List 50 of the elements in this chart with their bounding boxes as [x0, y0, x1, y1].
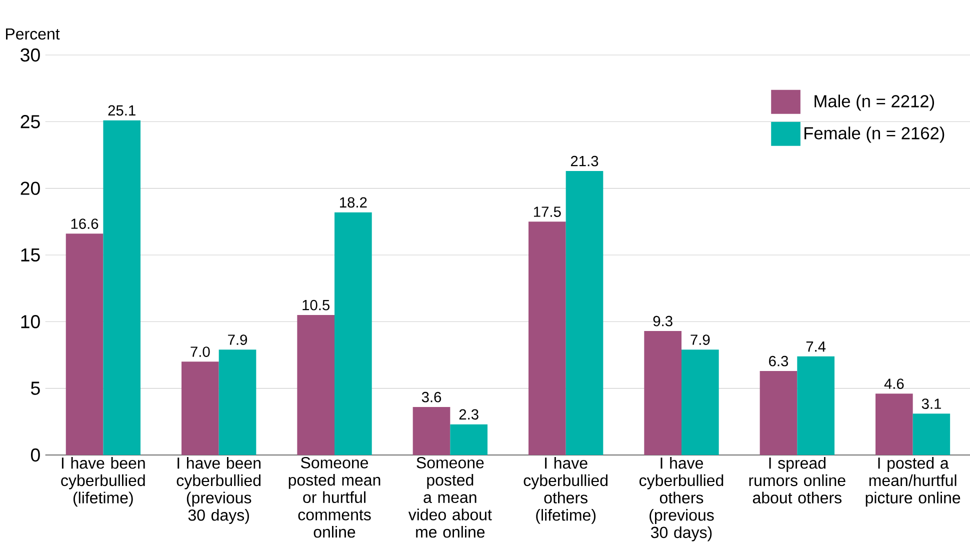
data-label: 9.3: [653, 316, 672, 326]
data-label: 21.3: [570, 156, 598, 166]
data-label: 7.9: [690, 334, 710, 345]
bar: [682, 350, 719, 455]
bar: [103, 120, 141, 455]
x-tick-label: I posted a mean/hurtful picture online: [866, 457, 960, 507]
legend-label: Male (n = 2212): [814, 94, 934, 111]
data-label: 25.1: [108, 105, 136, 116]
bar: [218, 350, 256, 455]
x-tick-label: I have been cyberbullied (lifetime): [61, 457, 145, 507]
y-tick-label: 5: [31, 382, 40, 395]
bar: [528, 222, 566, 455]
data-label: 6.3: [769, 356, 788, 366]
bar: [797, 356, 834, 455]
x-tick-label: Someone posted mean or hurtful comments online: [288, 457, 380, 538]
y-tick-label: 10: [21, 315, 40, 328]
y-tick-label: 20: [20, 182, 40, 195]
bar: [412, 406, 450, 455]
data-label: 10.5: [302, 300, 330, 310]
bar: [566, 170, 604, 455]
bar: [297, 314, 335, 455]
y-tick-label: 0: [30, 448, 40, 462]
y-tick-label: 15: [21, 248, 40, 262]
bar: [66, 234, 104, 455]
legend-label: Female (n = 2162): [804, 126, 944, 143]
data-label: 2.3: [459, 409, 478, 420]
data-label: 7.9: [228, 334, 248, 345]
bar: [876, 394, 913, 455]
y-tick-label: 30: [20, 48, 40, 62]
x-tick-label: I have cyberbullied others (previous 30 days): [639, 457, 724, 542]
data-label: 7.0: [190, 346, 210, 357]
bar: [912, 414, 950, 455]
y-axis-title: Percent: [6, 28, 60, 40]
y-tick-label: 25: [20, 115, 40, 128]
data-label: 4.6: [884, 378, 904, 389]
x-tick-label: I have been cyberbullied (previous 30 days): [176, 457, 260, 524]
data-label: 3.1: [922, 398, 941, 409]
bar: [450, 424, 488, 455]
data-label: 17.5: [534, 206, 561, 217]
bar: [334, 212, 372, 455]
x-tick-label: I have cyberbullied others (lifetime): [524, 457, 608, 524]
bar: [644, 330, 682, 455]
bar: [182, 362, 219, 455]
data-label: 16.6: [71, 218, 98, 229]
data-label: 7.4: [806, 342, 826, 352]
bar: [760, 370, 798, 455]
x-tick-label: I spread rumors online about others: [749, 457, 846, 504]
data-label: 18.2: [340, 197, 367, 208]
data-label: 3.6: [422, 392, 442, 402]
x-tick-label: Someone posted a mean video about me online: [408, 457, 492, 538]
